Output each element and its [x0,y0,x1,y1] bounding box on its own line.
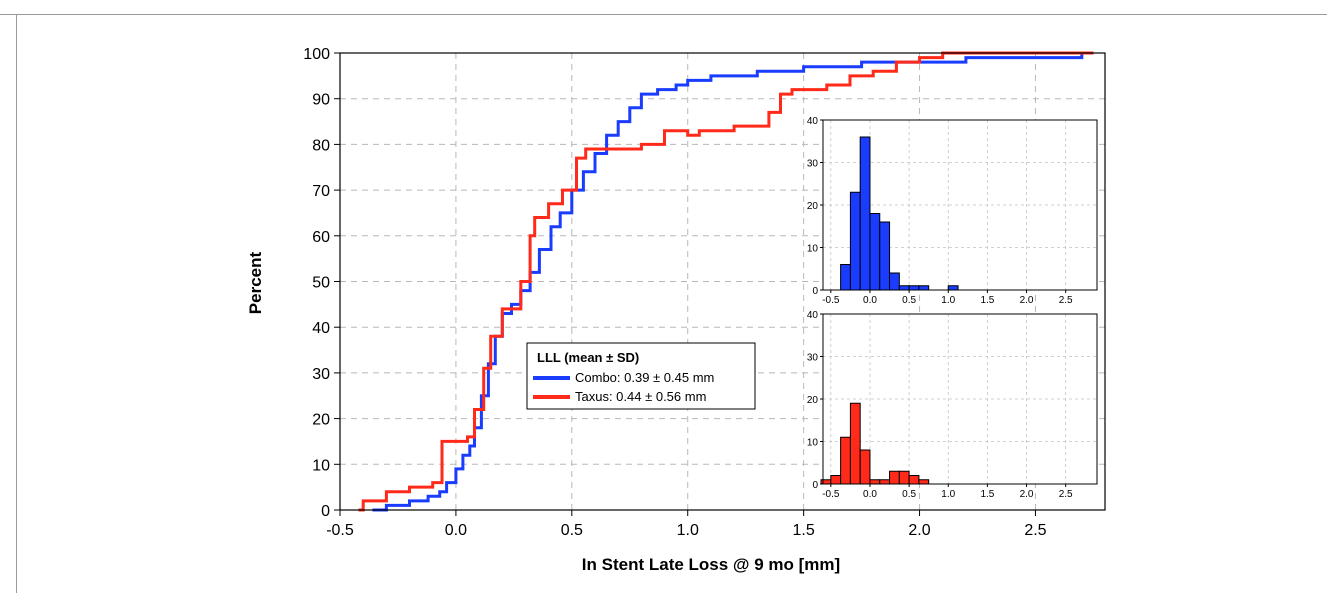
legend-title: LLL (mean ± SD) [537,350,639,365]
legend-entry-combo: Combo: 0.39 ± 0.45 mm [575,370,714,385]
legend: LLL (mean ± SD) Combo: 0.39 ± 0.45 mm Ta… [526,342,756,410]
y-tick-label: 40 [312,320,330,337]
histogram-x-tick-label: 2.5 [1059,295,1073,306]
histogram-bar-combo [918,285,930,291]
x-tick-label: 1.0 [677,522,699,539]
series-line-taxus [358,51,1094,512]
histogram-y-tick-label: 30 [807,353,819,364]
histogram-border [822,313,1098,485]
y-tick-label: 80 [312,137,330,154]
histogram-x-tick-label: 1.5 [980,295,994,306]
histogram-y-tick-label: 20 [807,201,819,212]
y-tick-label: 50 [312,275,330,292]
histogram-bar-combo [898,285,910,291]
histogram-x-tick-label: 0.5 [902,295,916,306]
histogram-bar-taxus [918,479,930,485]
histogram-bar-taxus [908,475,920,485]
plot-border [339,52,1106,511]
histogram-bar-taxus [830,475,842,485]
histogram-y-tick-label: 0 [812,286,818,297]
histogram-x-tick-label: 1.0 [941,295,955,306]
legend-entry-taxus: Taxus: 0.44 ± 0.56 mm [575,389,706,404]
histogram-x-tick-label: 1.5 [980,489,994,500]
histogram-bar-taxus [859,449,871,485]
histogram-border [822,119,1098,291]
x-tick-label: -0.5 [326,522,354,539]
histogram-bar-taxus [849,402,861,485]
histogram-x-tick-label: 1.0 [941,489,955,500]
histogram-y-tick-label: 0 [812,480,818,491]
x-tick-label: 1.5 [793,522,815,539]
histogram-bar-taxus [869,479,881,485]
histogram-x-tick-label: 0.0 [863,295,877,306]
histogram-taxus: -0.5 0.0 0.5 1.0 1.5 2.0 2.5 0 10 20 30 40 [807,310,1098,500]
y-tick-label: 20 [312,412,330,429]
frame-left-border [16,14,17,593]
x-tick-label: 0.5 [561,522,583,539]
histogram-x-tick-label: 2.0 [1020,489,1034,500]
histogram-bar-combo [849,191,861,291]
y-tick-label: 100 [303,46,330,63]
histogram-combo: -0.5 0.0 0.5 1.0 1.5 2.0 2.5 0 10 20 30 40 [807,116,1098,306]
histogram-y-tick-label: 30 [807,159,819,170]
y-axis-label: Percent [246,251,265,314]
y-tick-label: 70 [312,183,330,200]
histogram-bar-taxus [840,436,851,485]
frame-top-border [0,14,1327,15]
histogram-bar-combo [869,213,881,291]
x-axis-label: In Stent Late Loss @ 9 mo [mm] [582,555,840,574]
histogram-y-tick-label: 10 [807,244,819,255]
series-line-combo [372,51,1094,512]
histogram-bar-combo [840,264,851,291]
x-tick-label: 0.0 [445,522,467,539]
histogram-bar-combo [859,136,871,291]
histogram-bar-taxus [879,479,891,485]
x-tick-label: 2.5 [1024,522,1046,539]
histogram-bar-combo [947,285,959,291]
x-tick-label: 2.0 [908,522,930,539]
histogram-x-tick-label: -0.5 [822,295,840,306]
histogram-x-tick-label: -0.5 [822,489,840,500]
histogram-bar-combo [879,221,891,291]
y-tick-label: 60 [312,229,330,246]
histogram-x-tick-label: 2.5 [1059,489,1073,500]
histogram-y-tick-label: 10 [807,438,819,449]
histogram-y-tick-label: 20 [807,395,819,406]
histogram-bar-combo [889,272,900,291]
histogram-bar-taxus [898,470,910,485]
y-tick-label: 10 [312,457,330,474]
histogram-y-tick-label: 40 [807,310,819,321]
histogram-bar-taxus [889,470,900,485]
y-tick-label: 90 [312,92,330,109]
y-tick-label: 0 [321,503,330,520]
histogram-bar-combo [908,285,920,291]
y-tick-label: 30 [312,366,330,383]
histogram-x-tick-label: 2.0 [1020,295,1034,306]
histogram-x-tick-label: 0.5 [902,489,916,500]
histogram-y-tick-label: 40 [807,116,819,127]
histogram-x-tick-label: 0.0 [863,489,877,500]
